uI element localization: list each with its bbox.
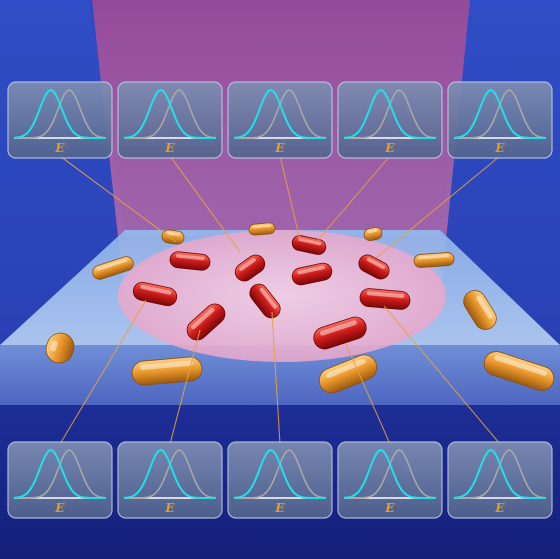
measured-spectrum-curve [233, 448, 326, 499]
gold-nanorod [483, 351, 555, 391]
energy-axis-label: E [494, 141, 505, 155]
red-nanorod [169, 251, 211, 271]
energy-axis-label: E [54, 141, 65, 155]
connector-line [59, 299, 147, 445]
measured-spectrum-curve [453, 88, 546, 139]
energy-axis-label: E [164, 501, 175, 515]
measured-spectrum-curve [343, 448, 436, 499]
gold-nanorod [318, 354, 378, 394]
spectrum-panel-top-3: E [227, 81, 333, 159]
gold-nanorod [363, 226, 383, 242]
gold-nanorod [92, 256, 134, 280]
measured-spectrum-curve [13, 448, 106, 499]
spectrum-panel-bottom-1: E [7, 441, 113, 519]
red-nanorod [249, 283, 281, 319]
measured-spectrum-curve [123, 88, 216, 139]
spectrum-panel-top-2: E [117, 81, 223, 159]
energy-axis-label: E [164, 141, 175, 155]
energy-axis-label: E [384, 501, 395, 515]
measured-spectrum-curve [123, 448, 216, 499]
energy-axis-label: E [274, 501, 285, 515]
spectrum-panel-bottom-2: E [117, 441, 223, 519]
measured-spectrum-curve [343, 88, 436, 139]
red-nanorod [359, 288, 411, 310]
red-nanorod [186, 303, 226, 341]
connector-line [375, 155, 501, 259]
gold-nanorod [131, 356, 203, 386]
measured-spectrum-curve [13, 88, 106, 139]
measured-spectrum-curve [453, 448, 546, 499]
measured-spectrum-curve [233, 88, 326, 139]
spectrum-panel-top-5: E [447, 81, 553, 159]
gold-nanorod [463, 290, 497, 330]
energy-axis-label: E [494, 501, 505, 515]
connector-line [279, 155, 301, 241]
connector-line [59, 155, 177, 243]
energy-axis-label: E [54, 501, 65, 515]
connector-line [169, 329, 201, 445]
connector-line [383, 305, 501, 445]
red-nanorod [132, 281, 178, 307]
spectrum-panel-top-1: E [7, 81, 113, 159]
connector-line [345, 343, 391, 445]
spectrum-panel-bottom-4: E [337, 441, 443, 519]
gold-nanorod [161, 229, 185, 245]
red-nanorod [313, 316, 367, 350]
spectrum-panel-bottom-3: E [227, 441, 333, 519]
red-nanorod [358, 254, 390, 280]
gold-nanorod [45, 332, 75, 364]
red-nanorod [291, 235, 327, 255]
energy-axis-label: E [384, 141, 395, 155]
connector-line [271, 311, 281, 445]
red-nanorod [291, 262, 333, 286]
connector-line [317, 155, 391, 241]
red-nanorod [234, 254, 266, 282]
gold-nanorod [413, 252, 455, 268]
connector-line [169, 155, 241, 253]
spectrum-panel-bottom-5: E [447, 441, 553, 519]
spectrum-panel-top-4: E [337, 81, 443, 159]
energy-axis-label: E [274, 141, 285, 155]
gold-nanorod [248, 222, 276, 236]
